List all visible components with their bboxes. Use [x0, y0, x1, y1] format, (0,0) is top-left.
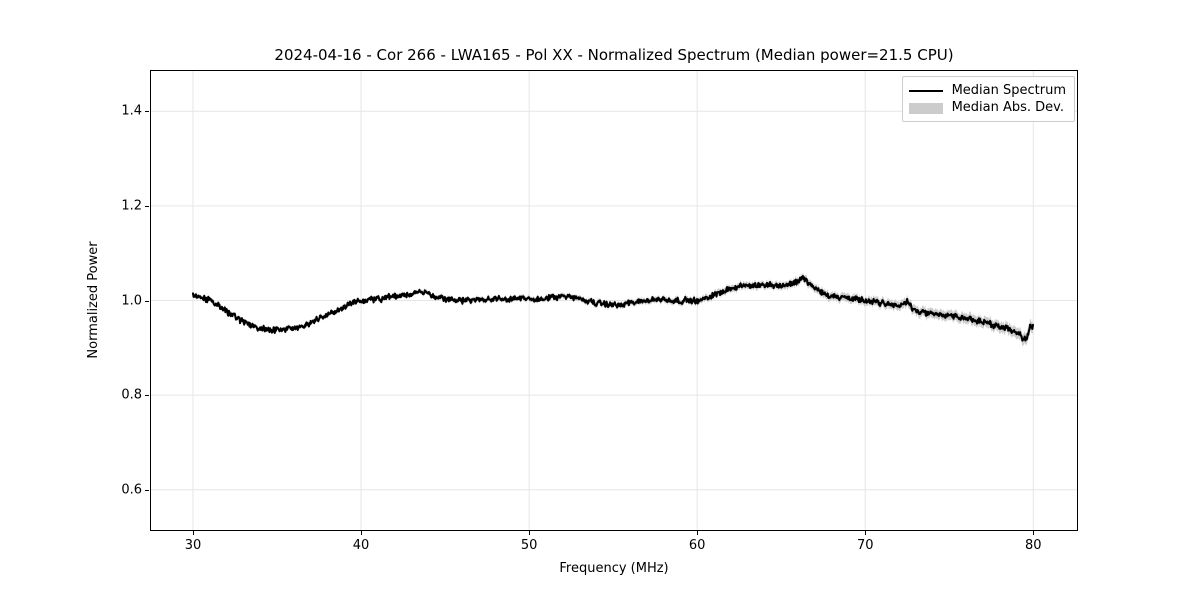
x-tick-label: 80 [1025, 538, 1042, 553]
y-tick-label: 1.4 [121, 103, 142, 119]
legend-patch-swatch [908, 102, 943, 114]
chart-title: 2024-04-16 - Cor 266 - LWA165 - Pol XX -… [274, 46, 954, 64]
legend-item-median-spectrum: Median Spectrum [908, 82, 1066, 99]
x-tick-mark [529, 531, 531, 535]
y-tick-label: 1.0 [121, 293, 142, 308]
y-tick-mark [145, 489, 149, 491]
legend-label: Median Spectrum [951, 83, 1066, 98]
legend-line-swatch [908, 85, 943, 97]
y-tick-label: 1.2 [121, 198, 142, 214]
y-axis-label: Normalized Power [86, 241, 101, 359]
legend-label: Median Abs. Dev. [951, 100, 1065, 115]
legend-item-median-abs-dev: Median Abs. Dev. [908, 99, 1066, 116]
x-tick-label: 60 [688, 538, 706, 553]
x-tick-label: 50 [520, 538, 538, 553]
median-abs-dev-band [193, 271, 1033, 347]
x-tick-label: 70 [856, 538, 874, 553]
y-tick-mark [145, 205, 149, 208]
x-tick-mark [361, 531, 363, 535]
x-axis-label: Frequency (MHz) [559, 561, 669, 576]
y-tick-label: 0.8 [121, 387, 142, 403]
grid-lines [151, 71, 1077, 530]
y-tick-mark [145, 111, 149, 113]
x-tick-label: 30 [184, 538, 202, 553]
y-tick-mark [145, 300, 149, 302]
x-tick-mark [865, 531, 867, 535]
spectrum-plot-svg [151, 71, 1077, 530]
x-tick-mark [1033, 531, 1035, 535]
x-tick-label: 40 [352, 538, 370, 553]
y-tick-mark [145, 395, 149, 397]
y-tick-label: 0.6 [121, 482, 142, 498]
legend: Median Spectrum Median Abs. Dev. [901, 76, 1075, 122]
x-tick-mark [697, 531, 699, 535]
median-spectrum-line [191, 275, 1035, 342]
plot-area: Median Spectrum Median Abs. Dev. [150, 70, 1078, 531]
x-tick-mark [193, 531, 195, 535]
